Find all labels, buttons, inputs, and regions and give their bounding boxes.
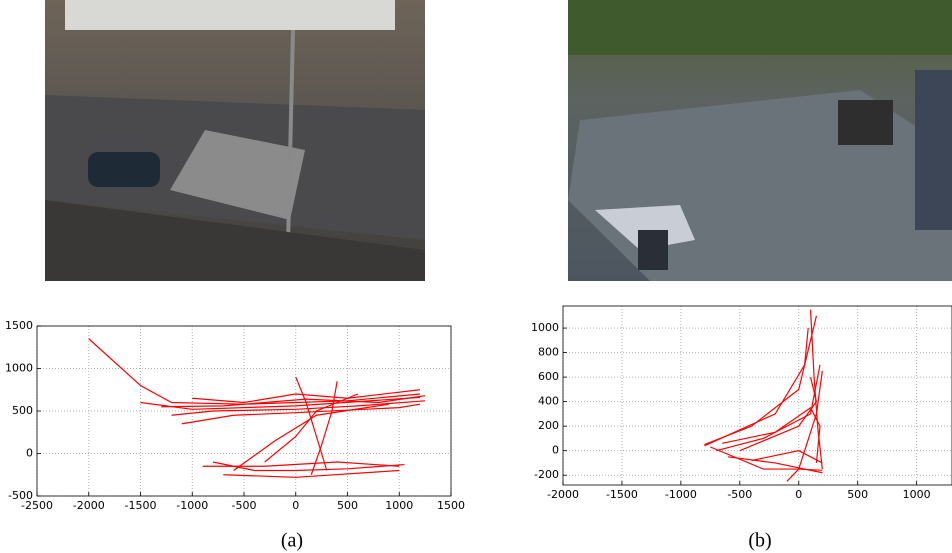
trajectory bbox=[722, 406, 821, 463]
trajectory bbox=[704, 328, 809, 447]
y-tick-label: 0 bbox=[26, 447, 33, 460]
trajectories bbox=[704, 309, 823, 482]
x-tick-label: -1500 bbox=[606, 488, 638, 501]
trajectory bbox=[171, 400, 426, 416]
x-tick-label: 500 bbox=[847, 488, 868, 501]
trajectory bbox=[161, 395, 426, 408]
trajectory bbox=[727, 456, 823, 474]
y-tick-label: 1000 bbox=[531, 321, 559, 334]
trajectory bbox=[739, 376, 818, 452]
x-tick-label: -2000 bbox=[547, 488, 579, 501]
caption: (a) bbox=[281, 530, 303, 552]
x-tick-label: 0 bbox=[292, 499, 299, 512]
trajectory bbox=[716, 364, 821, 452]
x-tick-label: -2000 bbox=[73, 499, 105, 512]
x-tick-label: -1000 bbox=[176, 499, 208, 512]
x-tick-label: 500 bbox=[337, 499, 358, 512]
y-tick-label: 500 bbox=[12, 404, 33, 417]
trajectory bbox=[88, 338, 421, 405]
trajectory bbox=[809, 309, 823, 470]
trajectory bbox=[786, 370, 823, 482]
caption: (b) bbox=[748, 530, 771, 552]
x-tick-label: -500 bbox=[232, 499, 257, 512]
x-tick-label: -1500 bbox=[125, 499, 157, 512]
x-tick-label: -1000 bbox=[665, 488, 697, 501]
photo-street bbox=[45, 0, 425, 281]
x-tick-label: -500 bbox=[727, 488, 752, 501]
y-tick-label: 600 bbox=[538, 370, 559, 383]
y-tick-label: 1500 bbox=[5, 319, 33, 332]
trajectory bbox=[233, 403, 389, 471]
y-tick-label: 200 bbox=[538, 419, 559, 432]
x-tick-label: 1000 bbox=[903, 488, 931, 501]
y-tick-label: -200 bbox=[534, 468, 559, 481]
trajectory bbox=[192, 389, 421, 404]
x-tick-label: 0 bbox=[795, 488, 802, 501]
x-tick-label: 1000 bbox=[385, 499, 413, 512]
trajectory bbox=[310, 381, 338, 475]
trajectory bbox=[704, 315, 818, 446]
y-tick-label: 800 bbox=[538, 346, 559, 359]
trajectories bbox=[88, 338, 426, 478]
y-tick-label: 1000 bbox=[5, 362, 33, 375]
y-tick-label: 400 bbox=[538, 395, 559, 408]
trajectory bbox=[295, 376, 328, 471]
plot-frame bbox=[562, 305, 952, 486]
trajectory bbox=[264, 393, 359, 463]
trajectory bbox=[751, 450, 823, 464]
trajectory bbox=[202, 461, 400, 467]
trajectory bbox=[223, 469, 400, 478]
x-tick-label: 1500 bbox=[437, 499, 465, 512]
plot-frame bbox=[36, 325, 452, 497]
y-tick-label: -500 bbox=[8, 489, 33, 502]
trajectory bbox=[181, 403, 421, 425]
y-tick-label: 0 bbox=[552, 444, 559, 457]
trajectory bbox=[212, 461, 405, 472]
photo-plaza bbox=[568, 0, 952, 281]
x-tick-label: -2500 bbox=[21, 499, 53, 512]
trajectory bbox=[710, 446, 823, 471]
